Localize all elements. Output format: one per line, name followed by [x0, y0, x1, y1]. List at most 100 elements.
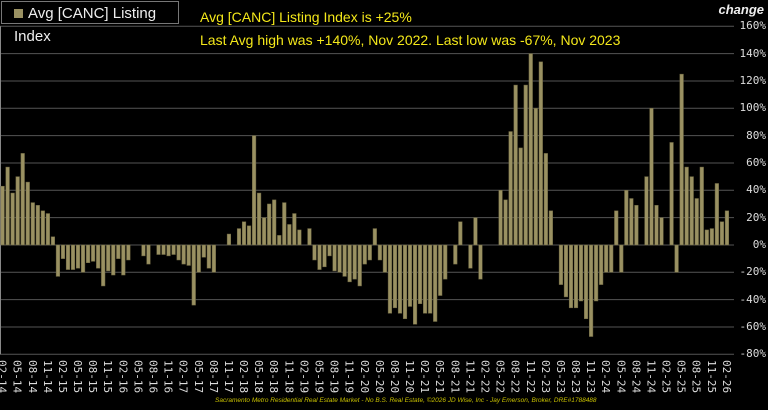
bar	[579, 244, 584, 302]
bar	[669, 142, 674, 246]
x-tick-label: 02-20	[357, 360, 371, 394]
bar	[126, 244, 131, 261]
x-tick-label: 11-22	[523, 360, 537, 394]
bar	[528, 53, 533, 246]
bar	[156, 244, 161, 255]
bar	[35, 205, 40, 246]
x-tick-label: 05-14	[10, 360, 24, 394]
bar	[654, 205, 659, 246]
bar	[508, 131, 513, 246]
bar	[573, 244, 579, 309]
bar	[629, 198, 634, 246]
bar	[362, 244, 367, 265]
bar	[478, 244, 483, 280]
x-tick-label: 02-21	[418, 360, 432, 394]
y-tick-label: -40%	[739, 292, 767, 306]
y-tick-label: -20%	[739, 265, 767, 279]
x-tick-label: 05-18	[252, 360, 266, 394]
bar	[76, 244, 81, 269]
bar	[433, 244, 438, 322]
bar	[548, 210, 553, 246]
bar	[352, 244, 357, 280]
bar	[468, 244, 473, 269]
x-tick-label: 02-26	[719, 360, 733, 394]
x-tick-label: 08-21	[448, 360, 462, 394]
bar	[624, 190, 629, 246]
x-tick-label: 11-14	[40, 360, 54, 394]
x-tick-label: 05-24	[614, 360, 628, 394]
bar	[55, 244, 60, 277]
bar	[518, 147, 523, 246]
bar	[594, 244, 599, 302]
bar	[372, 228, 377, 246]
bar	[609, 244, 614, 273]
bar	[226, 233, 231, 246]
bar	[106, 244, 111, 272]
bar	[40, 210, 45, 246]
bar	[307, 228, 312, 246]
bar	[402, 244, 408, 320]
bar	[10, 192, 15, 246]
footer-credit: Sacramento Metro Residential Real Estate…	[215, 397, 597, 404]
bar	[146, 244, 151, 265]
bar	[282, 202, 287, 246]
x-tick-label: 11-18	[282, 360, 296, 394]
x-tick-label: 08-22	[508, 360, 522, 394]
x-tick-label: 02-17	[176, 360, 190, 394]
x-tick-label: 08-17	[206, 360, 220, 394]
bar	[699, 166, 704, 246]
x-tick-label: 11-20	[403, 360, 417, 394]
x-tick-label: 08-23	[569, 360, 583, 394]
bar	[453, 244, 458, 265]
bar	[599, 244, 604, 285]
bar	[60, 244, 66, 259]
bar	[0, 185, 5, 246]
bar	[458, 221, 463, 246]
bar	[503, 199, 508, 246]
bar	[297, 229, 302, 246]
legend-label: Avg [CANC] Listing Index	[14, 5, 157, 45]
bar	[50, 236, 55, 246]
x-tick-label: 05-21	[433, 360, 447, 394]
bar	[252, 135, 257, 246]
bar	[181, 244, 186, 265]
x-tick-label: 08-24	[629, 360, 643, 394]
bar	[116, 244, 121, 259]
x-tick-label: 11-24	[644, 360, 658, 394]
y-axis-title: change	[718, 2, 764, 17]
bar	[236, 228, 242, 246]
y-tick-label: 0%	[752, 237, 766, 251]
x-tick-label: 05-17	[191, 360, 205, 394]
bar	[619, 244, 624, 273]
bar	[211, 244, 216, 273]
x-tick-label: 11-16	[161, 360, 175, 394]
bar	[166, 244, 171, 257]
bar	[418, 244, 423, 304]
bar	[719, 221, 724, 246]
x-tick-label: 08-20	[387, 360, 401, 394]
bar	[176, 244, 181, 261]
bar	[186, 244, 191, 266]
bar	[413, 244, 418, 325]
bar	[272, 199, 277, 246]
bar	[438, 244, 443, 296]
y-tick-label: -60%	[739, 319, 767, 333]
legend: Avg [CANC] Listing Index	[1, 1, 179, 45]
y-tick-label: 140%	[739, 46, 767, 60]
bar	[538, 61, 543, 246]
x-tick-label: 02-24	[599, 360, 613, 394]
x-tick-label: 02-25	[659, 360, 673, 394]
bar	[257, 192, 262, 246]
bar	[171, 244, 176, 255]
bar	[81, 244, 86, 273]
bar	[423, 244, 428, 314]
bar	[161, 244, 166, 255]
bar	[397, 244, 403, 314]
annotation-current: Avg [CANC] Listing Index is +25%	[200, 9, 412, 25]
legend-swatch	[14, 9, 23, 18]
bar	[382, 244, 387, 273]
x-tick-label: 05-19	[312, 360, 326, 394]
bar	[392, 244, 397, 309]
bar	[327, 244, 332, 257]
